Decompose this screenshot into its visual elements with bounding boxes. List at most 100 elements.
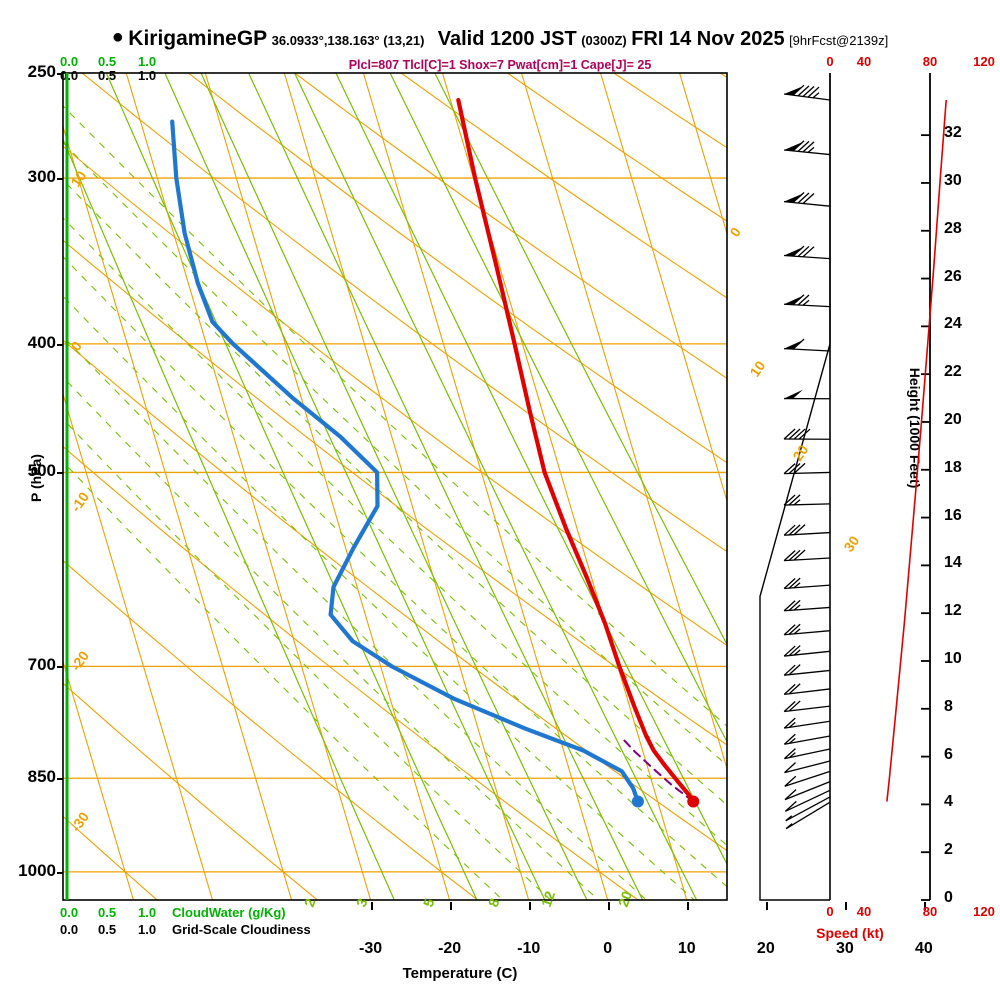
- speed-tick-bottom: 80: [922, 904, 938, 919]
- pressure-tick: 300: [27, 167, 56, 187]
- isotherm-label: 0: [726, 224, 744, 240]
- mixing-ratio-label: 3: [353, 896, 371, 909]
- temperature-tick-mark: [844, 902, 847, 910]
- height-tick-label: 0: [944, 889, 953, 906]
- pressure-tick-mark: [57, 666, 63, 669]
- wind-barb: [784, 389, 831, 400]
- wind-barb: [783, 623, 831, 636]
- pressure-tick-mark: [57, 472, 63, 475]
- temperature-tick: 20: [756, 940, 775, 957]
- valid-time: Valid 1200 JST: [437, 28, 577, 50]
- height-tick-label: 8: [944, 697, 953, 715]
- wind-barb: [783, 428, 831, 440]
- wind-column-outline: [759, 73, 831, 901]
- pressure-tick: 700: [27, 655, 56, 675]
- height-tick-label: 32: [944, 124, 962, 142]
- wind-barbs: [783, 84, 831, 830]
- wind-barb: [783, 140, 831, 156]
- pressure-tick: 250: [27, 62, 56, 81]
- temperature-tick-mark: [449, 902, 452, 910]
- wind-barb: [783, 524, 831, 536]
- wind-barb: [783, 494, 831, 506]
- wind-barb: [783, 645, 831, 657]
- speed-tick-bottom: 40: [856, 904, 872, 919]
- mixing-ratio-label: 2: [301, 896, 319, 909]
- pressure-tick-mark: [57, 871, 63, 874]
- cloudwater-tick-1: 0.5: [98, 54, 117, 69]
- temperature-tick-mark: [765, 902, 768, 910]
- temperature-tick-mark: [607, 902, 610, 910]
- wind-barb: [783, 683, 831, 696]
- cloudiness-axis-label: Grid-Scale Cloudiness: [172, 922, 311, 937]
- mixing-ratio-label: 12: [538, 889, 558, 909]
- cloudwater-axis-label: CloudWater (g/Kg): [172, 905, 286, 920]
- pressure-tick-mark: [57, 178, 63, 181]
- height-trace: [886, 99, 947, 802]
- wind-barb: [784, 760, 831, 774]
- wind-barb: [784, 789, 831, 812]
- wind-barb: [783, 664, 831, 676]
- isotherm-label: 10: [67, 168, 89, 190]
- wind-barb: [783, 599, 831, 612]
- station-bullet-icon: ●: [111, 26, 124, 48]
- mixing-ratio-label: 5: [420, 896, 438, 909]
- dewpoint-trace: [170, 119, 640, 804]
- cloudiness-b-tick-0: 0.0: [60, 922, 79, 937]
- height-tick-label: 28: [944, 219, 962, 237]
- cloudwater-b-tick-2: 1.0: [138, 905, 157, 920]
- temperature-tick: 10: [677, 940, 696, 957]
- height-tick-label: 16: [944, 506, 962, 524]
- valid-date: FRI 14 Nov 2025: [631, 28, 785, 50]
- cloudiness-b-tick-2: 1.0: [138, 922, 157, 937]
- wind-barb: [783, 700, 831, 713]
- height-tick-label: 14: [944, 554, 962, 572]
- wind-barb: [783, 748, 831, 760]
- pressure-tick-mark: [57, 73, 63, 75]
- wind-barb: [783, 338, 831, 352]
- wind-barb: [783, 462, 831, 475]
- speed-tick-top: 120: [973, 54, 995, 69]
- isotherm-label: -30: [67, 809, 92, 835]
- surface-temperature: [687, 795, 700, 808]
- parcel-trace: [622, 738, 695, 803]
- cloudiness-tick-0: 0.0: [60, 68, 79, 83]
- pressure-tick: 850: [27, 767, 56, 787]
- mixing-ratio-label: 8: [485, 896, 503, 909]
- sounding-parameters: Plcl=807 Tlcl[C]=1 Shox=7 Pwat[cm]=1 Cap…: [348, 58, 652, 72]
- mixing-ratio-label: 20: [615, 889, 635, 909]
- station-coordinates: 36.0933°,138.163° (13,21): [271, 33, 425, 48]
- speed-tick-bottom: 0: [826, 904, 834, 919]
- station-name: KirigamineGP: [128, 27, 268, 50]
- wind-barb: [783, 549, 831, 562]
- wind-barb: [785, 796, 831, 822]
- height-tick-label: 4: [944, 793, 953, 811]
- temperature-tick: -10: [517, 940, 541, 957]
- height-tick-label: 10: [944, 649, 962, 667]
- pressure-tick: 1000: [18, 860, 56, 880]
- pressure-tick: 500: [27, 461, 56, 481]
- temperature-tick: 30: [835, 940, 854, 957]
- temperature-tick: -30: [359, 940, 383, 957]
- isotherm-label: -20: [67, 648, 92, 674]
- cloudwater-tick-2: 1.0: [138, 54, 157, 69]
- temperature-tick-mark: [528, 902, 531, 910]
- speed-tick-top: 80: [922, 54, 938, 69]
- plot-frame: [62, 72, 728, 901]
- wind-barb: [783, 717, 831, 729]
- cloudwater-tick-0: 0.0: [60, 54, 79, 69]
- height-tick-label: 26: [944, 267, 962, 285]
- cloudiness-b-tick-1: 0.5: [98, 922, 117, 937]
- temperature-tick: 0: [603, 940, 613, 957]
- cloudwater-b-tick-1: 0.5: [98, 905, 117, 920]
- surface-dewpoint: [631, 795, 644, 808]
- height-tick-label: 24: [944, 315, 962, 333]
- cloudwater-b-tick-0: 0.0: [60, 905, 79, 920]
- temperature-tick: 40: [915, 940, 933, 957]
- wind-barb: [783, 192, 831, 207]
- grid-group: [63, 73, 727, 900]
- height-tick-label: 6: [944, 745, 953, 763]
- isotherm-label: 20: [789, 442, 811, 464]
- temperature-axis-label: Temperature (C): [402, 965, 518, 982]
- wind-barb: [784, 770, 831, 787]
